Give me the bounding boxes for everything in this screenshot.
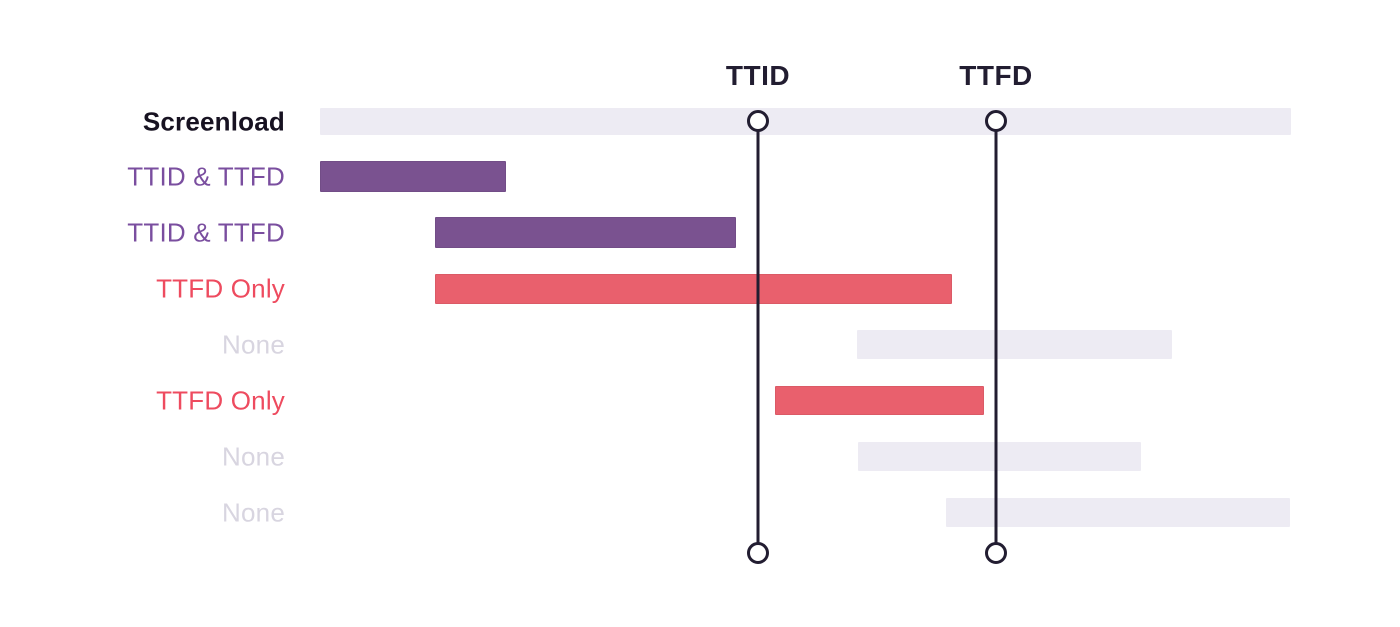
ttid-marker-bottom-circle [747, 542, 769, 564]
ttid-marker-label: TTID [725, 60, 791, 91]
row-label-screenload: Screenload [142, 106, 285, 136]
none-span-bar-2 [858, 442, 1141, 471]
ttid-marker-top-circle [747, 110, 769, 132]
ttid-ttfd-span-bar-1 [320, 161, 506, 192]
row-label-ttfd-only-2: TTFD Only [156, 385, 285, 415]
ttid-ttfd-span-bar-2 [435, 217, 736, 248]
row-label-ttfd-only-1: TTFD Only [156, 273, 285, 304]
row-label-ttid-ttfd-2: TTID & TTFD [127, 217, 285, 247]
ttfd-marker-top-circle [985, 110, 1007, 132]
row-label-none-2: None [222, 441, 285, 471]
none-span-bar-3 [946, 498, 1290, 527]
screenload-span-bar [320, 108, 1291, 135]
ttfd-only-span-bar-1 [435, 274, 952, 304]
ttfd-marker-line [994, 121, 998, 553]
ttfd-marker-bottom-circle [985, 542, 1007, 564]
row-label-none-1: None [222, 329, 285, 359]
row-label-ttid-ttfd-1: TTID & TTFD [127, 161, 285, 191]
row-label-none-3: None [222, 497, 285, 527]
none-span-bar-1 [857, 330, 1172, 359]
ttid-marker-line [756, 121, 760, 553]
ttfd-marker-label: TTFD [959, 60, 1033, 91]
ttfd-only-span-bar-2 [775, 386, 984, 415]
